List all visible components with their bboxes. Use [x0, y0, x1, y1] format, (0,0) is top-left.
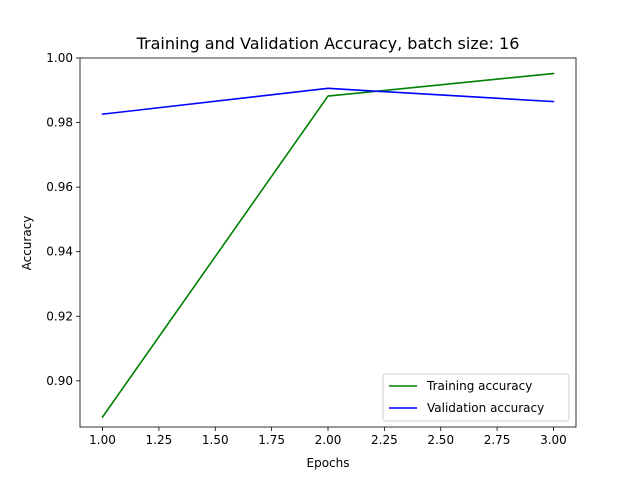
y-tick-label: 0.96: [46, 180, 73, 194]
x-tick-label: 2.50: [427, 433, 454, 447]
y-axis-label: Accuracy: [20, 216, 34, 271]
legend-box: [382, 373, 570, 422]
x-tick-label: 1.75: [258, 433, 285, 447]
plot-area: 1.00 1.25 1.50 1.75 2.00 2.25 2.50 2.75 3.00 0.90…: [46, 51, 577, 447]
y-tick-label: 0.94: [46, 245, 73, 259]
x-tick-label: 3.00: [540, 433, 567, 447]
y-tick-label: 0.98: [46, 116, 73, 130]
x-tick-label: 1.25: [146, 433, 173, 447]
y-tick-label: 0.92: [46, 309, 73, 323]
legend-label-0: Training accuracy: [426, 379, 532, 393]
x-tick-label: 1.00: [89, 433, 116, 447]
x-tick-label: 2.75: [484, 433, 511, 447]
series-line-0: [101, 72, 555, 419]
series-line-1: [101, 87, 555, 116]
x-tick-label: 2.25: [371, 433, 398, 447]
x-tick-label: 2.00: [315, 433, 342, 447]
chart-title: Training and Validation Accuracy, batch …: [136, 34, 520, 53]
y-tick-label: 1.00: [46, 51, 73, 65]
x-tick-label: 1.50: [202, 433, 229, 447]
x-axis-label: Epochs: [307, 456, 350, 470]
y-tick-label: 0.90: [46, 374, 73, 388]
legend-label-1: Validation accuracy: [427, 401, 544, 415]
legend: Training accuracy Validation accuracy: [382, 373, 570, 422]
